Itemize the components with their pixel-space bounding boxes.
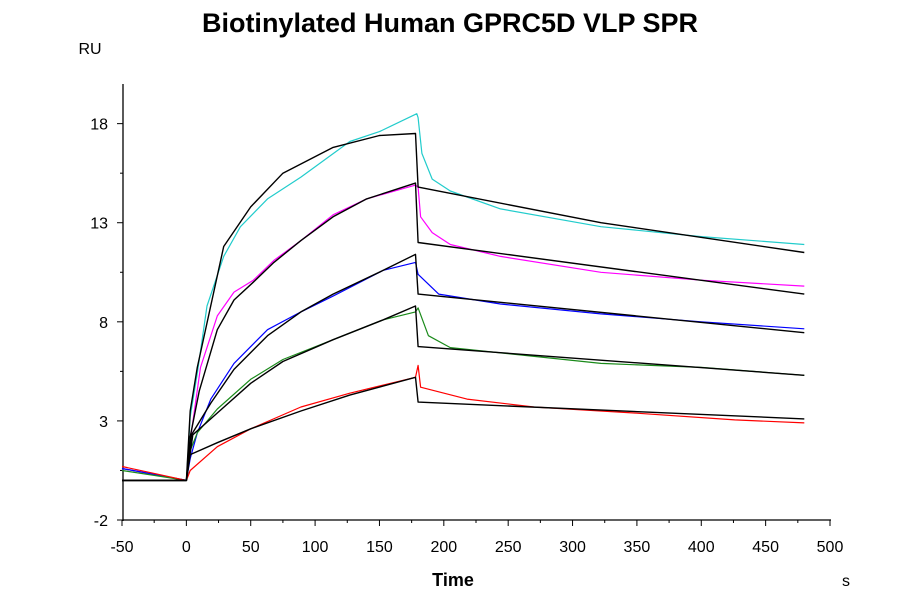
x-tick-label: 150 [366, 539, 393, 556]
x-axis-unit: s [842, 573, 850, 590]
x-tick-label: 200 [430, 539, 457, 556]
fit-curve-5 [122, 376, 805, 482]
x-axis-label: Time [432, 570, 474, 590]
data-curve-2 [121, 184, 805, 481]
y-tick-label: 13 [90, 216, 108, 233]
x-tick-label: 100 [302, 539, 329, 556]
fit-curve-4 [122, 305, 805, 482]
data-curve-4 [121, 307, 805, 481]
fit-curve-2 [122, 182, 805, 482]
y-tick-label: 3 [99, 414, 108, 431]
x-tick-label: 50 [242, 539, 260, 556]
data-curve-3 [121, 261, 805, 481]
fit-curve-3 [122, 253, 805, 482]
chart-title: Biotinylated Human GPRC5D VLP SPR [201, 8, 699, 38]
x-tick-label: 250 [495, 539, 522, 556]
x-tick-label: 400 [688, 539, 715, 556]
x-tick-label: 450 [752, 539, 779, 556]
y-tick-label: 18 [90, 117, 108, 134]
data-curve-1 [121, 113, 805, 481]
x-tick-label: 350 [624, 539, 651, 556]
x-tick-label: 0 [182, 539, 191, 556]
fit-curve-1 [122, 132, 805, 482]
axes: -2 3 8 13 18 -50 0 50 100 150 200 250 300 350 400 450 50… [90, 84, 843, 556]
x-tick-label: -50 [110, 539, 133, 556]
y-tick-label: 8 [99, 315, 108, 332]
y-tick-label: -2 [94, 513, 108, 530]
x-tick-label: 300 [559, 539, 586, 556]
x-tick-label: 500 [817, 539, 844, 556]
y-axis-label: RU [78, 41, 101, 58]
series-group [121, 113, 805, 482]
